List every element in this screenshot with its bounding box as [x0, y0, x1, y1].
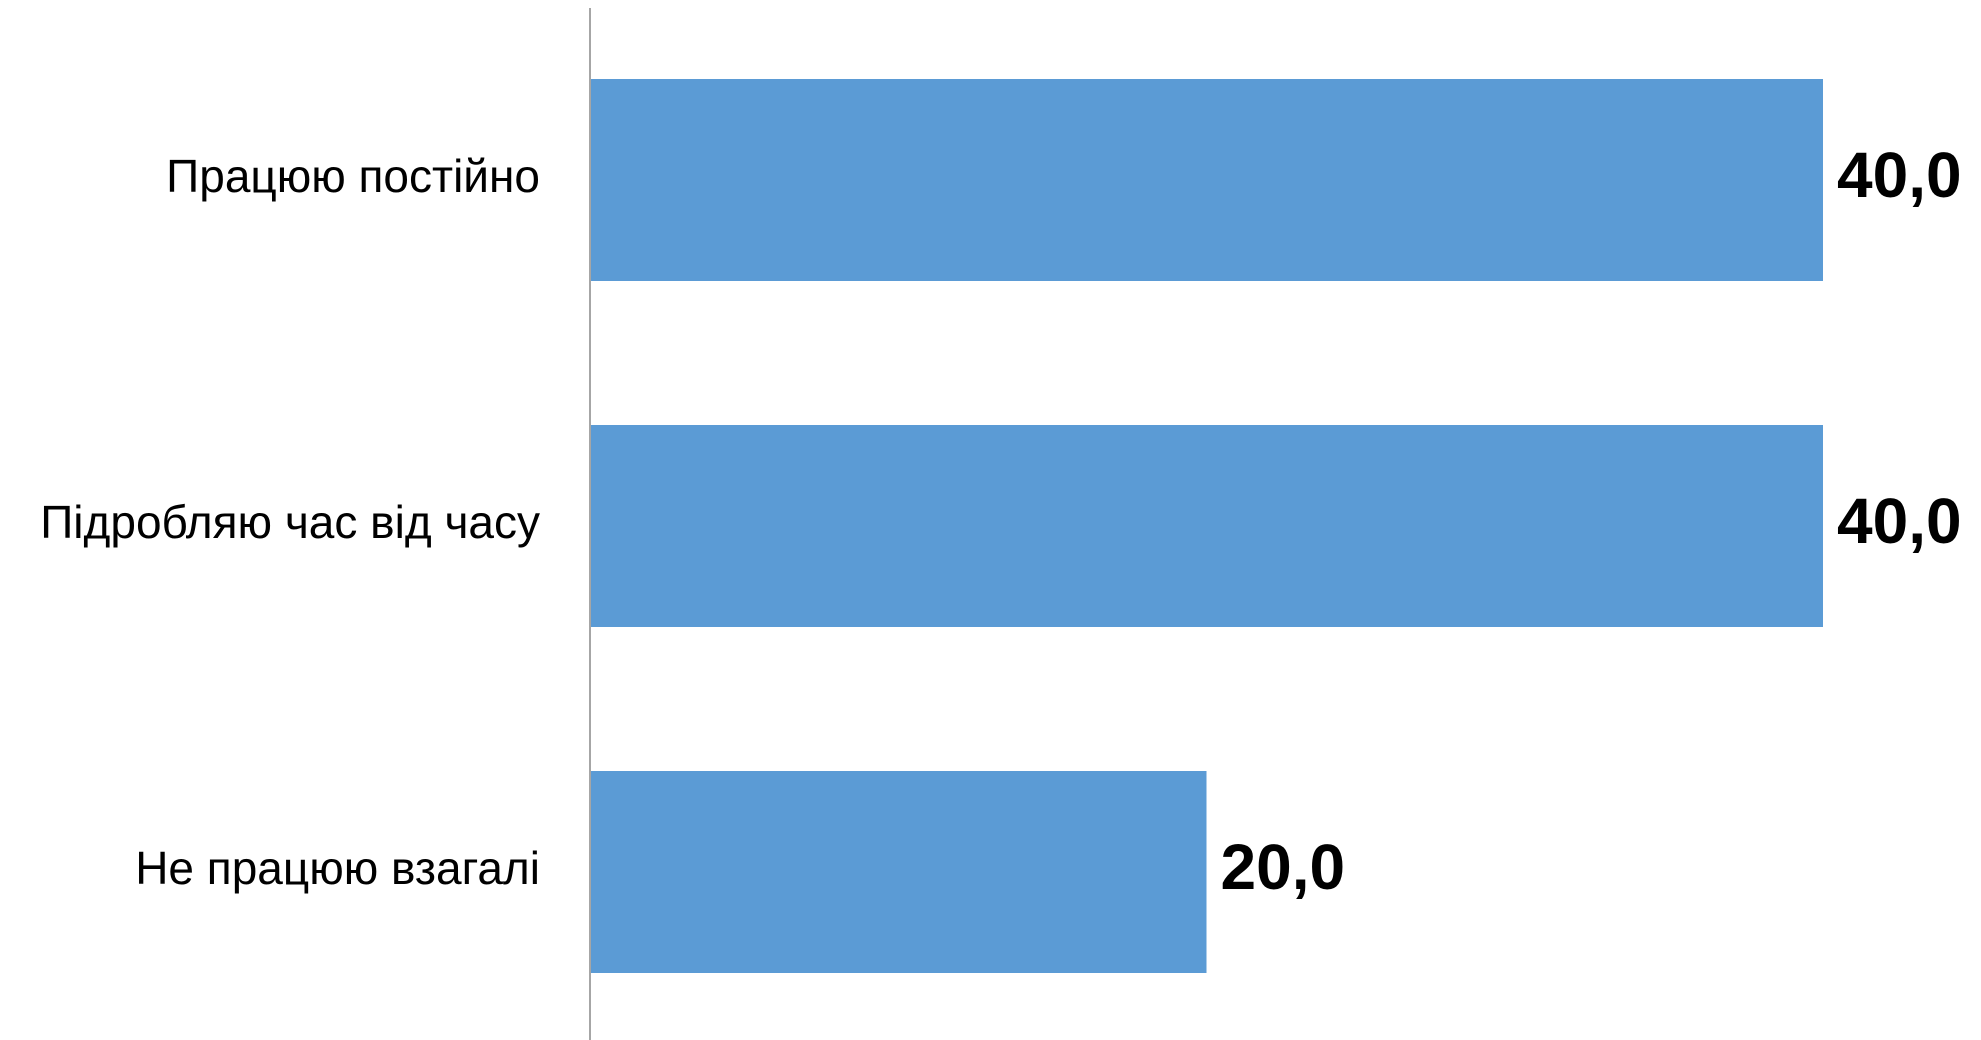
value-label-3: 20,0 [1221, 831, 1346, 903]
bars-layer [590, 79, 1823, 973]
category-label-3: Не працюю взагалі [135, 842, 540, 894]
bar-3 [590, 771, 1207, 973]
value-label-2: 40,0 [1837, 485, 1962, 557]
bar-1 [590, 79, 1823, 281]
category-label-1: Працюю постійно [166, 150, 540, 202]
bar-2 [590, 425, 1823, 627]
value-label-1: 40,0 [1837, 139, 1962, 211]
category-label-2: Підробляю час від часу [40, 496, 540, 548]
labels-layer: Працюю постійно 40,0 Підробляю час від час… [40, 139, 1961, 903]
